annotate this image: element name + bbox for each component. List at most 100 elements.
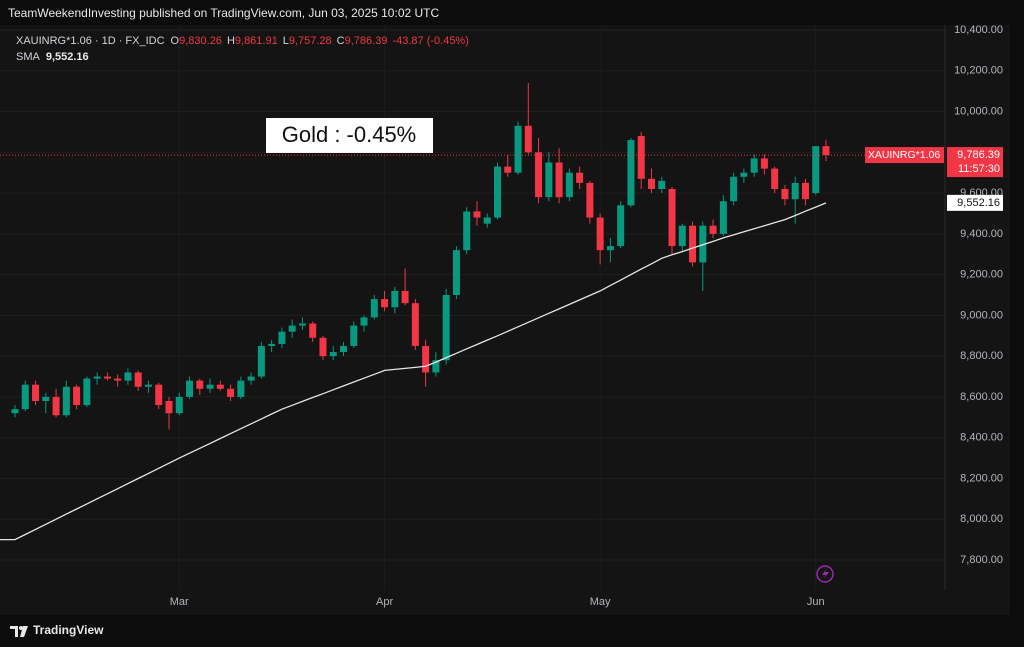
- y-tick-label: 9,000.00: [960, 309, 1003, 321]
- candle-body: [627, 140, 635, 206]
- y-tick-label: 8,000.00: [960, 513, 1003, 525]
- ohlc-value: 9,830.26: [179, 35, 222, 47]
- candle-body: [52, 396, 60, 416]
- candle-body: [114, 378, 122, 381]
- candle-body: [678, 225, 686, 247]
- publish-header: TeamWeekendInvesting published on Tradin…: [8, 6, 439, 20]
- candle-body: [370, 299, 378, 318]
- candle-body: [278, 331, 286, 344]
- y-tick-label: 7,800.00: [960, 554, 1003, 566]
- ohlc-value: 9,757.28: [289, 35, 332, 47]
- candle-body: [401, 290, 409, 304]
- footer-logo: [10, 626, 28, 637]
- symbol-tag: XAUINRG*1.06: [868, 149, 941, 161]
- ohlc-key: H: [227, 35, 235, 47]
- candle-body: [93, 376, 101, 379]
- y-tick-label: 10,000.00: [954, 105, 1003, 117]
- event-bolt: [822, 568, 829, 580]
- event-icon[interactable]: [816, 565, 834, 583]
- annotation-box: [266, 118, 433, 153]
- y-tick-label: 8,600.00: [960, 391, 1003, 403]
- candle-body: [411, 303, 419, 346]
- candle-body: [658, 180, 666, 189]
- candle-body: [647, 178, 655, 189]
- candle-body: [350, 325, 358, 346]
- candle-body: [524, 125, 532, 153]
- candle-body: [268, 343, 276, 346]
- candle-body: [319, 337, 327, 357]
- candle-body: [709, 225, 717, 234]
- last-price-label: 9,786.39: [957, 149, 1000, 161]
- ohlc-key: C: [337, 35, 345, 47]
- candle-body: [555, 162, 563, 198]
- candle-body: [247, 376, 255, 381]
- candle-body: [493, 166, 501, 218]
- ohlc-key: L: [283, 35, 289, 47]
- candle-body: [124, 372, 132, 381]
- candle-body: [134, 372, 142, 387]
- y-tick-label: 9,400.00: [960, 228, 1003, 240]
- candle-body: [689, 225, 697, 263]
- y-tick-label: 8,400.00: [960, 432, 1003, 444]
- logo-part: [10, 626, 18, 637]
- y-tick-label: 10,400.00: [954, 24, 1003, 36]
- candle-body: [822, 146, 830, 156]
- y-tick-label: 8,200.00: [960, 472, 1003, 484]
- candle-body: [257, 345, 265, 377]
- candle-body: [791, 182, 799, 200]
- candle-body: [288, 325, 296, 332]
- candle-body: [83, 378, 91, 406]
- candle-body: [216, 384, 224, 389]
- x-tick-label: Apr: [376, 596, 393, 608]
- ohlc-value: 9,786.39: [345, 35, 388, 47]
- candle-body: [165, 401, 173, 414]
- candle-body: [175, 396, 183, 414]
- sma-name: SMA: [16, 51, 41, 63]
- candle-body: [535, 152, 543, 198]
- candle-body: [62, 386, 70, 416]
- footer-brand: TradingView: [33, 623, 104, 637]
- candle-body: [504, 166, 512, 173]
- candle-body: [186, 380, 194, 397]
- candle-body: [545, 162, 553, 198]
- candle-body: [719, 201, 727, 234]
- candle-body: [801, 182, 809, 200]
- candle-body: [483, 217, 491, 224]
- candle-body: [309, 323, 317, 338]
- ohlc-key: O: [171, 35, 180, 47]
- y-tick-label: 10,200.00: [954, 65, 1003, 77]
- y-tick-label: 9,200.00: [960, 269, 1003, 281]
- x-tick-label: Mar: [170, 596, 189, 608]
- candle-body: [227, 388, 235, 397]
- sma-value: 9,552.16: [46, 51, 89, 63]
- candle-body: [565, 172, 573, 198]
- candle-body: [637, 136, 645, 179]
- candle-body: [155, 384, 163, 406]
- candle-body: [452, 250, 460, 295]
- symbol: XAUINRG*1.06 · 1D · FX_IDC: [16, 35, 165, 47]
- candle-body: [760, 158, 768, 169]
- candle-body: [432, 360, 440, 373]
- x-tick-label: May: [590, 596, 611, 608]
- candle-body: [442, 295, 450, 361]
- candle-body: [206, 384, 214, 389]
- candle-body: [617, 205, 625, 247]
- candle-body: [32, 384, 40, 401]
- candle-body: [422, 345, 430, 373]
- candle-body: [11, 409, 19, 414]
- candle-body: [750, 158, 758, 173]
- candle-body: [196, 380, 204, 389]
- plot-background: [0, 25, 1010, 615]
- annotation: Gold : -0.45%: [282, 122, 417, 147]
- logo-part: [20, 626, 28, 637]
- candle-body: [668, 189, 676, 247]
- candle-body: [144, 384, 152, 387]
- candles: [0, 83, 830, 541]
- candle-body: [298, 323, 306, 326]
- symbol-tag-box: [865, 147, 944, 164]
- indicator-legend: SMA 9,552.16: [16, 51, 89, 63]
- countdown-label: 11:57:30: [958, 163, 1000, 175]
- candle-body: [42, 396, 50, 401]
- candle-body: [463, 211, 471, 251]
